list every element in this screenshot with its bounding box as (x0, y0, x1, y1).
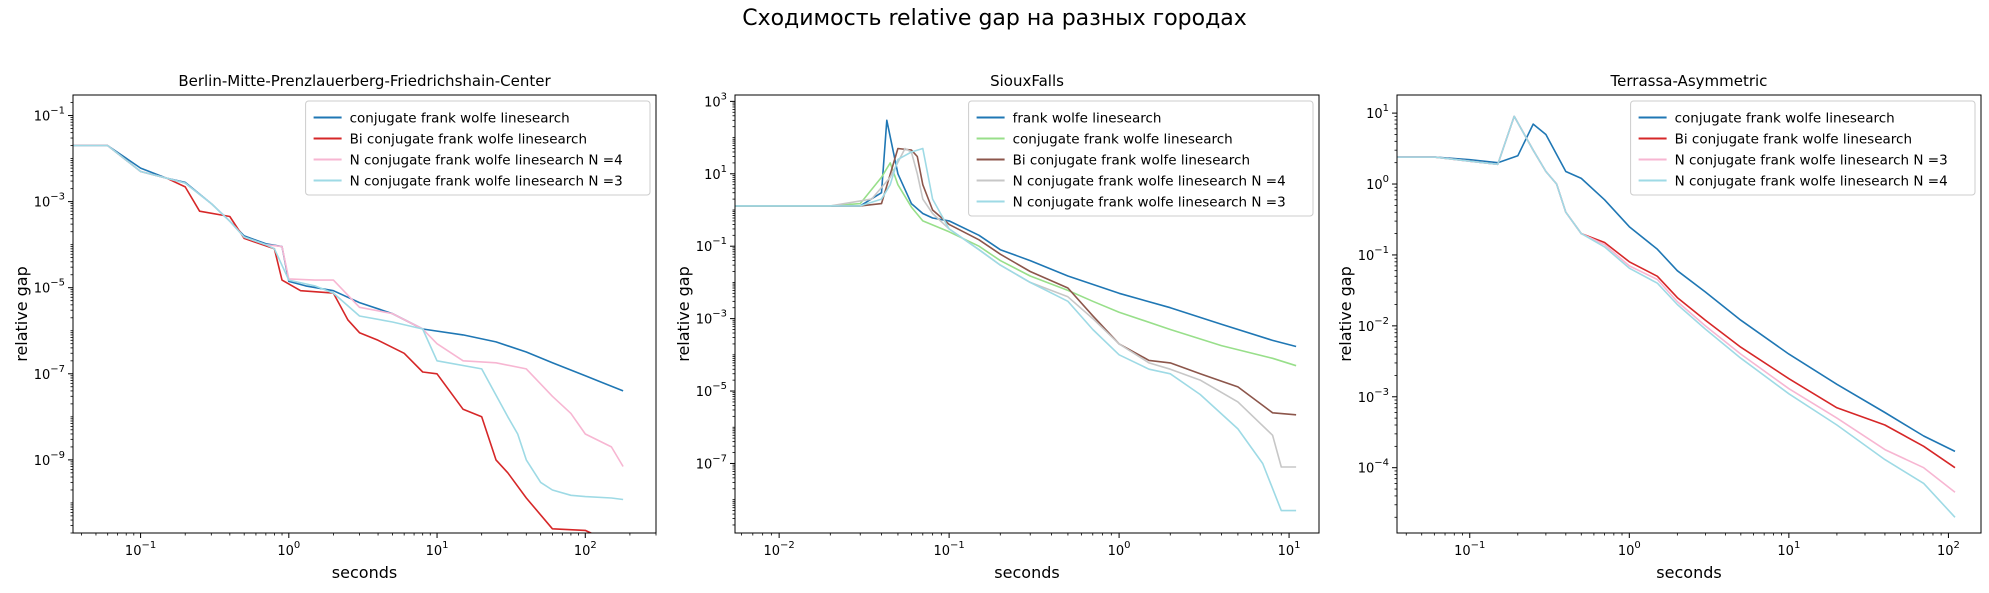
chart-panel-1: Berlin-Mitte-Prenzlauerberg-Friedrichsha… (12, 72, 657, 582)
y-tick-label: 101 (704, 164, 727, 183)
legend-label: frank wolfe linesearch (1013, 111, 1162, 127)
series-line-5 (735, 147, 1297, 512)
x-axis-label: seconds (332, 563, 397, 582)
legend-label: N conjugate frank wolfe linesearch N =4 (1675, 174, 1948, 190)
x-tick-label: 100 (1108, 540, 1131, 559)
x-axis-label: seconds (1656, 563, 1721, 582)
y-tick-label: 100 (1366, 174, 1389, 193)
x-tick-label: 100 (277, 540, 300, 559)
x-tick-label: 102 (574, 540, 597, 559)
series-line-1 (1397, 123, 1956, 453)
series-line-4 (1397, 115, 1956, 518)
y-tick-label: 10−5 (34, 278, 65, 297)
x-tick-label: 101 (1278, 540, 1301, 559)
x-tick-label: 100 (1618, 540, 1641, 559)
legend-box (968, 100, 1314, 217)
x-axis-label: seconds (994, 563, 1059, 582)
y-tick-label: 10−3 (696, 309, 727, 328)
chart-title: Terrassa-Asymmetric (1610, 72, 1768, 90)
y-axis-label: relative gap (674, 266, 693, 362)
series-line-2 (73, 144, 593, 533)
y-tick-label: 10−7 (696, 453, 727, 472)
y-tick-label: 10−5 (696, 381, 727, 400)
legend-label: Bi conjugate frank wolfe linesearch (1013, 153, 1250, 169)
y-tick-label: 101 (1366, 103, 1389, 122)
y-tick-label: 10−7 (34, 364, 65, 383)
legend: frank wolfe linesearch conjugate frank wo… (968, 100, 1314, 217)
legend-label: N conjugate frank wolfe linesearch N =3 (350, 174, 623, 190)
series-group (73, 144, 624, 533)
legend-label: N conjugate frank wolfe linesearch N =3 (1013, 195, 1286, 211)
legend-label: N conjugate frank wolfe linesearch N =3 (1675, 153, 1948, 169)
plot-frame (1396, 94, 1982, 534)
legend-box (305, 100, 651, 196)
x-tick-label: 10−1 (1454, 540, 1485, 559)
y-tick-label: 10−4 (1358, 458, 1389, 477)
chart-panel-3: Terrassa-Asymmetric 10−1 100 101 102 10−4 10−3… (1336, 72, 1982, 582)
y-tick-label: 10−1 (34, 106, 65, 125)
y-tick-label: 10−1 (1358, 245, 1389, 264)
legend: conjugate frank wolfe linesearch Bi conju… (305, 100, 651, 196)
legend: conjugate frank wolfe linesearch Bi conju… (1630, 100, 1976, 196)
legend-label: N conjugate frank wolfe linesearch N =4 (350, 153, 623, 169)
legend-box (1630, 100, 1976, 196)
series-line-3 (735, 147, 1297, 416)
legend-label: conjugate frank wolfe linesearch (1013, 132, 1233, 148)
x-tick-label: 10−1 (933, 540, 964, 559)
chart-title: Berlin-Mitte-Prenzlauerberg-Friedrichsha… (178, 72, 551, 90)
legend-label: Bi conjugate frank wolfe linesearch (1675, 132, 1912, 148)
plot-frame (734, 94, 1320, 534)
x-tick-label: 101 (426, 540, 449, 559)
y-tick-label: 10−9 (34, 450, 65, 469)
figure-title: Сходимость relative gap на разных города… (742, 6, 1247, 31)
y-tick-label: 10−2 (1358, 316, 1389, 335)
series-group (735, 119, 1297, 512)
y-tick-label: 10−3 (34, 192, 65, 211)
x-tick-label: 101 (1777, 540, 1800, 559)
y-axis-label: relative gap (12, 266, 31, 362)
series-line-4 (73, 144, 624, 501)
x-tick-label: 10−1 (125, 540, 156, 559)
legend-label: conjugate frank wolfe linesearch (1675, 111, 1895, 127)
series-group (1397, 115, 1956, 518)
series-line-2 (735, 162, 1297, 367)
legend-label: N conjugate frank wolfe linesearch N =4 (1013, 174, 1286, 190)
plot-frame (72, 94, 657, 534)
chart-title: SiouxFalls (990, 72, 1064, 90)
chart-panel-2: SiouxFalls 10−2 10−1 100 101 10−7 10−5 10−3 10−1… (674, 72, 1320, 582)
x-tick-label: 10−2 (763, 540, 794, 559)
legend-label: Bi conjugate frank wolfe linesearch (350, 132, 587, 148)
y-axis-label: relative gap (1336, 266, 1355, 362)
y-tick-label: 10−3 (1358, 387, 1389, 406)
series-line-1 (735, 119, 1297, 348)
legend-label: conjugate frank wolfe linesearch (350, 111, 570, 127)
y-tick-label: 103 (704, 91, 727, 110)
y-tick-label: 10−1 (696, 236, 727, 255)
x-tick-label: 102 (1937, 540, 1960, 559)
